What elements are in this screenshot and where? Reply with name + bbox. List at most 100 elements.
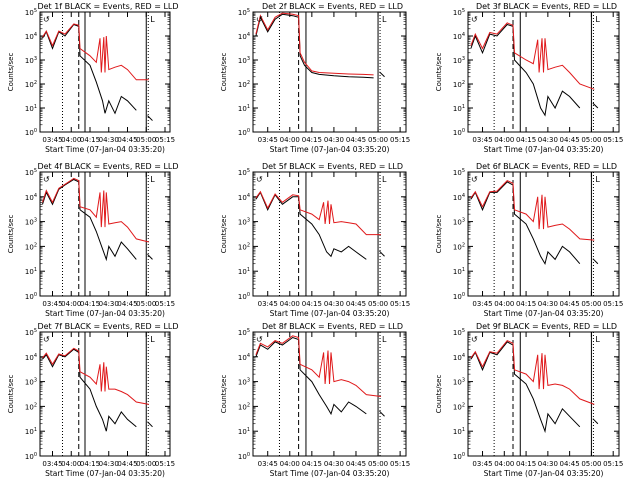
panel-7-xtick-label: 04:15: [80, 460, 100, 468]
panel-7-tail-marker: [147, 421, 153, 428]
panel-2-ytick-label: 101: [238, 104, 250, 113]
panel-6-xtick-label: 03:45: [472, 300, 492, 308]
panel-9-ytick-label: 104: [453, 353, 465, 362]
panel-5-corner-marker: ↺: [256, 175, 263, 184]
panel-3: 100 101 102 103 104 105 03:45 04:00 04:15 04:30 04…: [435, 2, 623, 154]
panel-7-xlabel: Start Time (07-Jan-04 03:35:20): [45, 469, 165, 478]
panel-5-tail-marker: [379, 250, 385, 257]
panel-1-ylabel: Counts/sec: [7, 53, 15, 92]
panel-3-xtick-label: 05:00: [581, 136, 601, 144]
panel-2-xtick-label: 05:15: [390, 136, 410, 144]
panel-6-series-lld: [470, 179, 595, 241]
panel-5-axes-frame: [252, 171, 407, 297]
panel-6-xtick-label: 04:15: [516, 300, 536, 308]
panel-9-title: Det 9f BLACK = Events, RED = LLD: [476, 322, 617, 331]
panel-5-xtick-label: 04:00: [280, 300, 300, 308]
panel-6-xtick-label: 05:15: [603, 300, 623, 308]
panel-4-series-events: [42, 178, 137, 262]
panel-6-ytick-label: 105: [453, 168, 465, 177]
panel-2-ytick-label: 105: [238, 8, 250, 17]
panel-8-xtick-label: 03:45: [258, 460, 278, 468]
panel-2-series-events: [255, 13, 374, 79]
panel-8-tail-marker: [379, 410, 385, 417]
panel-9-ylabel: Counts/sec: [435, 375, 443, 414]
panel-3-xtick-label: 04:00: [494, 136, 514, 144]
panel-5-ytick-label: 103: [238, 218, 250, 227]
panel-6-ytick-label: 104: [453, 193, 465, 202]
panel-4-xtick-label: 03:45: [42, 300, 62, 308]
panel-9-tail-marker: [592, 418, 599, 425]
panel-5-xtick-label: 03:45: [258, 300, 278, 308]
panel-1-ytick-label: 102: [25, 80, 37, 89]
panel-1-xtick-label: 05:15: [155, 136, 175, 144]
panel-8-xtick-label: 04:00: [280, 460, 300, 468]
panel-4-ytick-label: 104: [25, 193, 37, 202]
panel-8-xtick-label: 05:15: [390, 460, 410, 468]
panel-4: 100 101 102 103 104 105 03:4504:0004:1504:3004…: [7, 162, 179, 318]
panel-4-ytick-label: 100: [25, 292, 37, 301]
panel-1-axes-frame: [39, 11, 171, 133]
panel-4-xtick-label: 05:15: [155, 300, 175, 308]
panel-7-ytick-label: 102: [25, 402, 37, 411]
panel-2-xtick-label: 04:00: [280, 136, 300, 144]
panel-8-corner-marker: ↺: [256, 335, 263, 344]
panel-2-ytick-label: 100: [238, 128, 250, 137]
panel-7: 100 101 102 103 104 105 03:4504:0004:1504:3004…: [7, 322, 179, 478]
panel-4-xtick-label: 04:00: [61, 300, 81, 308]
panel-7-series-events: [42, 348, 137, 432]
panel-5-title: Det 5f BLACK = Events, RED = LLD: [262, 162, 403, 171]
panel-1-xtick-label: 05:00: [136, 136, 156, 144]
panel-3-xtick-label: 04:30: [538, 136, 558, 144]
panel-1-series-lld: [42, 23, 149, 81]
panel-3-series-events: [470, 23, 581, 117]
panel-6-ytick-label: 100: [453, 292, 465, 301]
panel-3-xtick-label: 04:45: [560, 136, 580, 144]
panel-8-title: Det 8f BLACK = Events, RED = LLD: [262, 322, 403, 331]
panel-3-xtick-label: 04:15: [516, 136, 536, 144]
panel-1-xtick-label: 04:30: [99, 136, 119, 144]
panel-4-xtick-label: 04:15: [80, 300, 100, 308]
panel-4-axes-frame: [39, 171, 171, 297]
panel-7-ytick-label: 103: [25, 378, 37, 387]
panel-4-ytick-label: 102: [25, 242, 37, 251]
panel-6-ytick-label: 103: [453, 218, 465, 227]
panel-7-xtick-label: 04:00: [61, 460, 81, 468]
panel-8: 100 101 102 103 104 105 03:45 04:00 04:15 04:30 04…: [220, 322, 410, 478]
panel-9-ytick-label: 103: [453, 378, 465, 387]
panel-6-title: Det 6f BLACK = Events, RED = LLD: [476, 162, 617, 171]
panel-8-ytick-label: 101: [238, 427, 250, 436]
panel-4-xtick-label: 04:30: [99, 300, 119, 308]
panel-5: 100 101 102 103 104 105 03:45 04:00 04:15 04:30 04…: [220, 162, 410, 318]
panel-8-l-marker: L: [382, 335, 387, 344]
panel-3-xtick-label: 03:45: [472, 136, 492, 144]
panel-7-corner-marker: ↺: [43, 335, 50, 344]
panel-9-axes-frame: [467, 331, 620, 457]
panel-4-ytick-label: 103: [25, 218, 37, 227]
panel-9-ytick-label: 102: [453, 402, 465, 411]
panel-5-ytick-label: 100: [238, 292, 250, 301]
panel-2: 100 101 102 103 104 105 03:45 04:00 04:15 04:30 04…: [220, 2, 410, 154]
panel-7-ytick-label: 104: [25, 353, 37, 362]
panel-5-ylabel: Counts/sec: [220, 215, 228, 254]
panel-9-l-marker: L: [595, 335, 600, 344]
panel-8-xtick-label: 05:00: [368, 460, 388, 468]
panel-4-corner-marker: ↺: [43, 175, 50, 184]
panel-4-xlabel: Start Time (07-Jan-04 03:35:20): [45, 309, 165, 318]
panel-5-ytick-label: 104: [238, 193, 250, 202]
panel-7-ylabel: Counts/sec: [7, 375, 15, 414]
panel-7-ytick-label: 100: [25, 452, 37, 461]
panel-5-l-marker: L: [382, 175, 387, 184]
panel-4-xtick-label: 04:45: [117, 300, 137, 308]
panel-2-title: Det 2f BLACK = Events, RED = LLD: [262, 2, 403, 11]
panel-2-xtick-label: 03:45: [258, 136, 278, 144]
panel-8-axes-frame: [252, 331, 407, 457]
panel-1: 100 101 102 103 104 105 03:4504:0004:1504:3004…: [7, 2, 179, 154]
panel-9-ytick-label: 105: [453, 328, 465, 337]
panel-7-xtick-label: 05:15: [155, 460, 175, 468]
panel-6-corner-marker: ↺: [471, 175, 478, 184]
panel-7-series-lld: [42, 347, 149, 405]
panel-2-xtick-label: 04:30: [324, 136, 344, 144]
panel-4-ylabel: Counts/sec: [7, 215, 15, 254]
panel-6-ytick-label: 101: [453, 267, 465, 276]
panel-6-xtick-label: 04:00: [494, 300, 514, 308]
